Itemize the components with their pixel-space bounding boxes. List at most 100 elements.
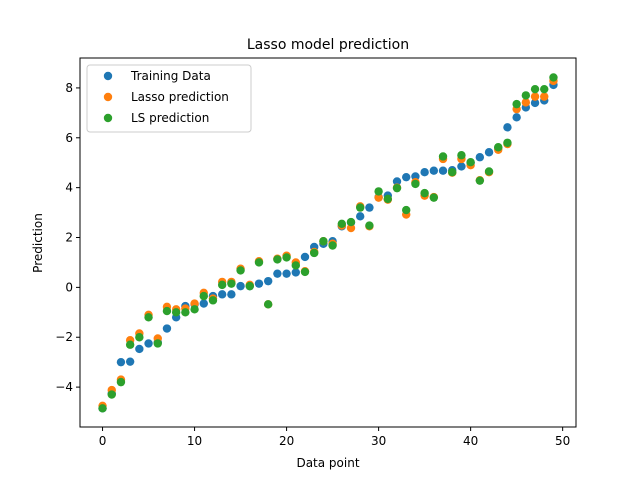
data-point [512, 99, 521, 109]
data-point [374, 193, 383, 202]
data-point [549, 73, 558, 82]
data-point [273, 269, 282, 278]
y-axis-ticks: −4 −2 0 2 4 6 8 [55, 81, 80, 394]
data-point [208, 296, 218, 305]
data-point [217, 290, 227, 299]
data-point [263, 276, 273, 286]
data-point [540, 84, 549, 94]
data-point [484, 167, 494, 176]
data-point [135, 344, 144, 354]
legend-marker [103, 113, 113, 123]
data-point [245, 281, 254, 291]
x-tick-label: 20 [279, 434, 294, 448]
data-point [530, 84, 540, 94]
data-point [475, 153, 485, 162]
x-tick-label: 50 [555, 434, 570, 448]
data-point [365, 221, 374, 230]
data-point [466, 158, 475, 167]
data-point [429, 166, 439, 175]
legend-marker [103, 92, 113, 102]
data-point [356, 212, 365, 221]
data-point [98, 404, 107, 413]
data-point [199, 291, 208, 301]
y-axis-label: Prediction [31, 213, 45, 273]
data-point [438, 152, 448, 161]
data-point [263, 300, 273, 309]
series-2 [98, 73, 558, 413]
data-point [448, 167, 457, 177]
data-point [254, 258, 264, 267]
data-point [291, 268, 300, 277]
data-point [282, 253, 291, 262]
data-point [153, 339, 162, 348]
data-point [438, 166, 448, 175]
legend-box [86, 64, 252, 133]
x-axis-ticks: 0 10 20 30 40 50 [99, 427, 570, 448]
legend-label: LS prediction [131, 111, 209, 125]
data-point [319, 237, 328, 246]
data-point [116, 377, 126, 387]
data-point [162, 324, 172, 333]
data-point [217, 280, 227, 290]
data-point [107, 390, 116, 399]
data-point [503, 123, 512, 132]
data-point [540, 92, 549, 101]
data-point [521, 91, 531, 100]
data-point [346, 217, 356, 227]
data-point [484, 148, 494, 157]
data-point [392, 183, 402, 193]
data-point [365, 203, 374, 212]
data-point [125, 340, 135, 349]
data-point [309, 248, 319, 258]
data-point [402, 205, 411, 215]
data-point [125, 357, 135, 366]
data-point [162, 306, 172, 316]
data-point [300, 252, 310, 262]
data-point [135, 333, 144, 342]
data-point [190, 305, 199, 314]
data-point [530, 98, 540, 108]
data-point [503, 138, 512, 147]
data-point [475, 176, 485, 185]
y-tick-label: 0 [65, 280, 73, 294]
chart-title: Lasso model prediction [247, 37, 409, 53]
legend: Training Data Lasso prediction LS predicti… [86, 64, 252, 133]
data-point [356, 203, 365, 212]
y-tick-label: 8 [65, 81, 73, 95]
data-point [199, 299, 208, 308]
data-point [374, 187, 383, 196]
data-points [98, 73, 558, 413]
data-point [402, 172, 411, 182]
data-point [346, 223, 356, 233]
x-tick-label: 40 [463, 434, 478, 448]
x-tick-label: 0 [99, 434, 107, 448]
data-point [383, 194, 393, 204]
data-point [337, 219, 347, 229]
data-point [171, 308, 181, 317]
data-point [494, 143, 503, 152]
legend-label: Lasso prediction [131, 90, 229, 104]
data-point [116, 357, 126, 367]
x-tick-label: 30 [371, 434, 386, 448]
data-point [181, 308, 190, 317]
data-point [530, 92, 540, 101]
data-point [512, 113, 521, 122]
legend-label: Training Data [130, 69, 211, 83]
data-point [300, 267, 310, 277]
data-point [291, 261, 300, 270]
data-point [236, 281, 245, 291]
data-point [392, 177, 402, 186]
y-tick-label: −4 [55, 380, 73, 394]
data-point [457, 151, 466, 160]
legend-marker [103, 71, 113, 81]
data-point [328, 241, 337, 250]
y-tick-label: 4 [65, 181, 73, 195]
y-tick-label: −2 [55, 330, 73, 344]
data-point [457, 162, 466, 171]
data-point [429, 193, 439, 202]
data-point [236, 266, 245, 275]
axes-frame [79, 57, 577, 428]
data-point [282, 269, 291, 278]
y-tick-label: 2 [65, 231, 73, 245]
